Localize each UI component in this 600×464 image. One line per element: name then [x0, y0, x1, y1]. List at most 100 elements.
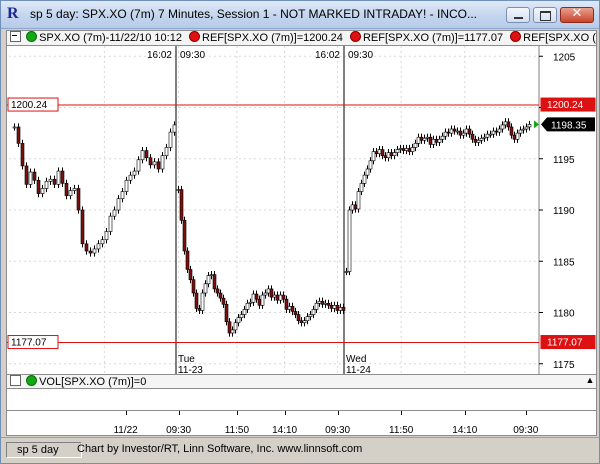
title-bar[interactable]: R sp 5 day: SPX.XO (7m) 7 Minutes, Sessi…: [1, 1, 599, 29]
candle: [521, 128, 526, 131]
candle: [419, 136, 424, 141]
close-button[interactable]: ✕: [560, 6, 594, 23]
legend-volume[interactable]: VOL[SPX.XO (7m)]=0: [26, 375, 146, 388]
candle: [120, 191, 125, 200]
candle: [215, 288, 220, 294]
legend-series[interactable]: SPX.XO (7m)-11/22/10 10:12: [26, 31, 182, 45]
price-chart-pane[interactable]: 117511801185119011951200120516:0209:3016…: [6, 46, 597, 376]
candle: [76, 188, 81, 211]
legend-ref-2[interactable]: REF[SPX.XO (7m)]=1177.07: [349, 31, 503, 45]
candle: [182, 219, 187, 252]
date-label: 11-23: [178, 365, 203, 374]
candle: [413, 143, 418, 148]
candle: [467, 128, 472, 135]
candle: [446, 131, 451, 134]
candle: [461, 132, 466, 136]
maximize-button[interactable]: [533, 7, 557, 23]
candle: [296, 314, 301, 321]
candle: [248, 301, 253, 304]
candle: [112, 209, 117, 217]
candle: [44, 181, 49, 189]
candle: [194, 292, 199, 309]
candle: [116, 198, 121, 211]
legend-ref-3[interactable]: REF[SPX.XO (: [510, 31, 596, 45]
window-title: sp 5 day: SPX.XO (7m) 7 Minutes, Session…: [30, 7, 478, 21]
candle: [275, 294, 280, 301]
candle: [344, 271, 349, 273]
candle: [203, 283, 208, 294]
time-axis-label: 11:50: [389, 425, 414, 436]
ref-color-icon: [510, 31, 522, 42]
candle: [509, 126, 514, 136]
candle: [431, 138, 436, 145]
series-color-icon: [26, 375, 38, 386]
candle: [422, 137, 427, 141]
candle: [20, 143, 25, 167]
pane-scroll-icon[interactable]: ▲: [585, 375, 595, 385]
candle: [401, 148, 406, 151]
candle: [395, 149, 400, 153]
maximize-icon: [540, 11, 551, 21]
candle: [452, 128, 457, 132]
time-axis-tick: [236, 411, 238, 415]
price-axis-label: 1185: [553, 257, 575, 268]
candle: [380, 149, 385, 156]
time-axis-tick: [464, 411, 466, 415]
price-chart[interactable]: 117511801185119011951200120516:0209:3016…: [7, 46, 596, 376]
last-price-marker: [541, 117, 595, 132]
candle: [335, 305, 340, 311]
candle: [311, 309, 316, 315]
candle: [24, 165, 29, 185]
minimize-button[interactable]: [506, 7, 530, 23]
candle: [518, 129, 523, 134]
price-axis-label: 1180: [553, 309, 575, 320]
candle: [136, 159, 141, 172]
candle: [96, 243, 101, 250]
collapse-icon[interactable]: [10, 31, 21, 42]
legend-series-label: SPX.XO (7m)-11/22/10 10:12: [39, 32, 182, 44]
session-open-label: 09:30: [180, 50, 205, 61]
time-axis: 11/22 09:30 11:50 14:10 09:30 11:50 14:10 09:30: [6, 411, 597, 436]
candle: [425, 136, 430, 139]
candle: [491, 130, 496, 135]
candle: [160, 155, 165, 170]
candle: [440, 135, 445, 140]
candle: [437, 138, 442, 143]
candle: [239, 314, 244, 318]
reference-right-box: [540, 97, 596, 112]
candle: [60, 170, 65, 184]
candle: [389, 152, 394, 156]
candle: [221, 297, 226, 305]
status-layout-name: sp 5 day: [6, 442, 82, 458]
candle: [458, 130, 463, 136]
day-label: Tue: [178, 354, 195, 365]
candle: [428, 136, 433, 145]
candle: [503, 121, 508, 126]
collapse-icon[interactable]: [10, 375, 21, 386]
legend-ref-1[interactable]: REF[SPX.XO (7m)]=1200.24: [189, 31, 343, 45]
candle: [416, 136, 421, 144]
candle: [230, 329, 235, 334]
time-axis-label: 11/22: [113, 425, 138, 436]
candle: [269, 288, 274, 298]
last-price-arrow: [534, 120, 539, 129]
candle: [305, 316, 310, 322]
candle: [257, 298, 262, 306]
candle: [40, 188, 45, 194]
candle: [356, 191, 361, 210]
candle: [84, 243, 89, 252]
candle: [323, 302, 328, 305]
candle: [329, 305, 334, 309]
candle: [200, 292, 205, 311]
candle: [443, 131, 448, 137]
candle: [398, 148, 403, 150]
candle: [36, 179, 41, 194]
time-axis-tick: [401, 411, 403, 415]
candle: [281, 294, 286, 300]
candle: [124, 179, 129, 192]
session-close-label: 16:02: [315, 50, 340, 61]
volume-pane[interactable]: [6, 389, 597, 411]
candle: [293, 311, 298, 315]
candle: [242, 309, 247, 315]
